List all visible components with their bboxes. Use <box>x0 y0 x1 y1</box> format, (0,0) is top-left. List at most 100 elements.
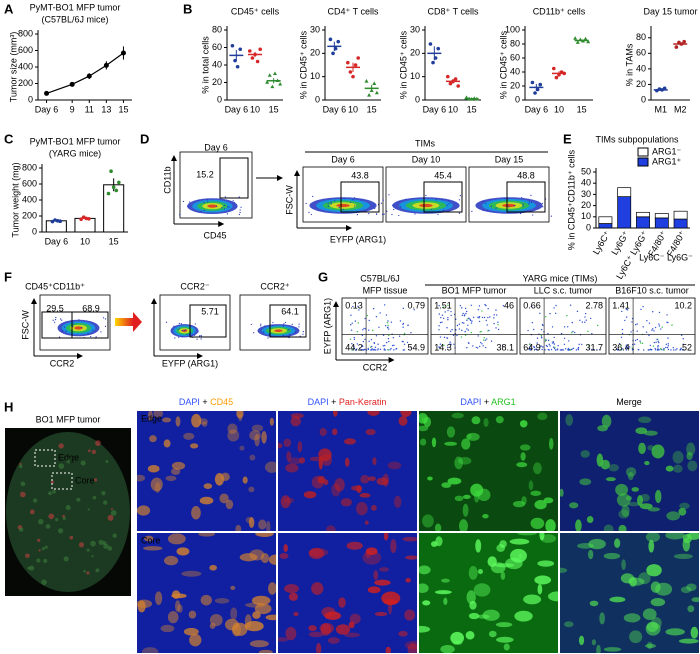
cell <box>137 599 153 609</box>
flow-event <box>393 349 395 351</box>
cell <box>249 454 256 461</box>
tissue-speck <box>58 463 65 469</box>
cell <box>686 583 697 591</box>
data-point <box>351 74 355 79</box>
flow-event <box>73 323 75 325</box>
flow-event <box>95 336 97 338</box>
flow-event <box>626 346 629 349</box>
data-point <box>557 73 561 77</box>
flow-event <box>383 348 385 350</box>
flow-event <box>102 317 105 319</box>
plot-title: Day 15 <box>495 154 524 164</box>
cell <box>283 438 292 448</box>
cell <box>376 477 389 486</box>
flow-event <box>490 340 493 342</box>
cell <box>422 600 431 606</box>
flow-event <box>589 317 592 320</box>
gate-value: 5.71 <box>201 306 219 316</box>
quadrant-value: 46 <box>504 300 514 310</box>
flow-event <box>178 322 180 325</box>
cell <box>691 597 699 603</box>
header-part: ARG1 <box>491 397 516 407</box>
data-point <box>86 73 92 79</box>
flow-plot-frame <box>239 294 311 351</box>
tissue-speck <box>19 462 22 466</box>
flow-event <box>464 330 466 333</box>
flow-event <box>377 348 379 350</box>
chart-title: CD45⁺ cells <box>231 6 280 16</box>
flow-event <box>482 209 484 211</box>
y-tick-label: 40 <box>510 66 520 76</box>
data-point <box>253 52 257 57</box>
flow-event <box>223 204 226 207</box>
flow-event <box>634 324 637 326</box>
flow-event <box>384 349 387 351</box>
flow-event <box>502 345 504 348</box>
flow-event <box>343 197 345 199</box>
flow-event <box>402 322 405 325</box>
cell <box>537 412 548 421</box>
flow-event <box>464 307 467 310</box>
quadrant-value: 10.2 <box>674 300 692 310</box>
data-point <box>79 217 83 221</box>
cell <box>466 432 480 441</box>
cell <box>308 548 329 557</box>
panel-letter: A <box>4 1 14 16</box>
cell <box>367 586 381 594</box>
flow-event <box>529 349 531 351</box>
cell <box>227 429 240 442</box>
flow-event <box>368 340 370 343</box>
cell <box>621 504 630 517</box>
flow-event <box>387 337 390 340</box>
flow-event <box>390 321 393 323</box>
column-header: Merge <box>616 397 642 407</box>
cell <box>635 427 648 435</box>
cell <box>227 423 238 434</box>
flow-event <box>631 321 633 323</box>
cell <box>690 626 699 639</box>
quadrant-value: 44.2 <box>345 342 363 352</box>
flow-event <box>351 322 353 324</box>
cell <box>618 509 630 519</box>
flow-event <box>652 328 654 330</box>
quadrant-value: 54.9 <box>407 342 425 352</box>
cell <box>560 488 564 497</box>
flow-event <box>636 330 638 332</box>
flow-event <box>654 349 657 351</box>
flow-event <box>682 343 684 346</box>
data-point <box>428 42 433 46</box>
flow-event <box>654 347 656 350</box>
flow-event <box>676 348 678 350</box>
data-point <box>467 96 472 101</box>
gate <box>269 304 307 338</box>
tissue-speck <box>20 481 26 487</box>
flow-event <box>262 331 265 333</box>
flow-event <box>483 336 485 339</box>
flow-event <box>181 329 183 332</box>
flow-event <box>679 349 681 351</box>
cell <box>520 452 526 461</box>
data-point <box>250 56 255 60</box>
flow-event <box>665 346 667 349</box>
data-point <box>662 86 667 91</box>
micrograph-cells <box>560 414 698 531</box>
flow-density <box>502 203 516 208</box>
cell <box>500 571 506 580</box>
cell <box>673 464 683 473</box>
cell <box>251 424 264 432</box>
flow-event <box>399 206 402 208</box>
flow-event <box>538 346 541 349</box>
flow-event <box>100 331 102 333</box>
quadrant-value: 0.13 <box>345 300 363 310</box>
flow-event <box>302 333 304 335</box>
flow-event <box>59 318 62 320</box>
x-tick-label: 15 <box>269 104 279 114</box>
cell <box>220 472 230 481</box>
flow-event <box>388 340 390 343</box>
cell <box>477 569 484 575</box>
y-tick-label: 20 <box>581 200 591 210</box>
flow-event <box>495 207 497 209</box>
cell <box>147 464 160 473</box>
cell <box>285 626 297 641</box>
cell <box>503 643 510 651</box>
